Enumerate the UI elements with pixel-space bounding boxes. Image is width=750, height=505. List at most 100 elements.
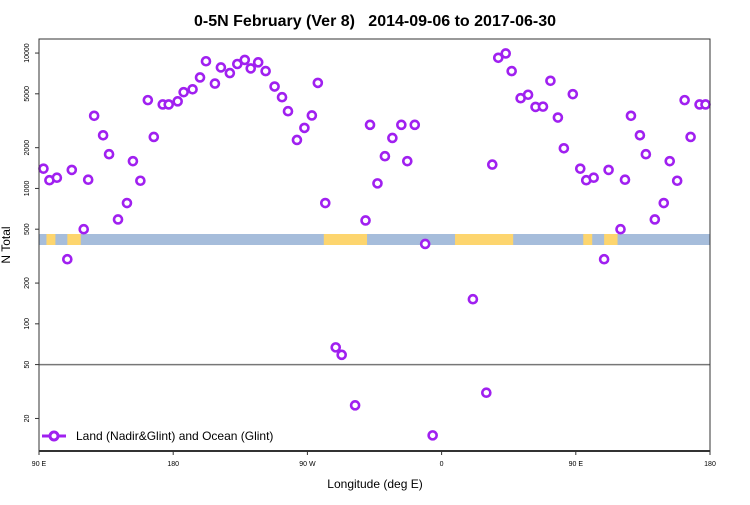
data-point: [467, 293, 479, 305]
data-point: [172, 96, 183, 107]
data-point: [299, 122, 310, 134]
legend-label: Land (Nadir&Glint) and Ocean (Glint): [76, 429, 273, 443]
data-point: [127, 155, 139, 167]
data-point: [486, 159, 498, 170]
data-point: [38, 163, 49, 174]
y-tick-label: 50: [24, 361, 31, 369]
data-point: [537, 101, 549, 112]
data-point: [545, 75, 556, 87]
data-point: [276, 91, 288, 103]
data-point: [396, 119, 407, 131]
data-point: [312, 77, 324, 89]
data-point: [506, 65, 517, 77]
data-point: [402, 155, 413, 167]
y-tick-label: 100: [24, 318, 31, 330]
y-tick-label: 500: [24, 223, 31, 235]
data-point: [349, 400, 361, 411]
legend-marker: [48, 430, 60, 442]
data-point: [574, 163, 586, 174]
y-tick-label: 200: [24, 277, 31, 289]
x-tick-label: 180: [704, 461, 716, 468]
data-point: [291, 134, 303, 146]
data-point: [603, 164, 614, 176]
data-point: [588, 172, 599, 184]
y-tick-label: 10000: [24, 43, 31, 63]
data-point: [492, 52, 504, 64]
data-point: [615, 223, 626, 235]
data-point: [148, 131, 160, 143]
data-point: [112, 214, 124, 225]
data-point: [260, 65, 271, 77]
data-point: [239, 54, 251, 66]
data-point: [97, 129, 109, 141]
data-point: [51, 172, 63, 184]
data-point: [215, 62, 227, 73]
data-point: [522, 89, 534, 101]
x-tick-label: 90 E: [32, 461, 47, 468]
data-point: [163, 99, 175, 110]
data-point: [419, 238, 431, 250]
data-point: [481, 387, 492, 398]
land-segment: [67, 234, 81, 245]
data-point: [625, 110, 637, 122]
x-tick-label: 90 W: [299, 461, 316, 468]
x-tick-label: 90 E: [569, 461, 584, 468]
data-point: [269, 81, 280, 92]
data-point: [619, 174, 631, 186]
data-point: [187, 83, 198, 95]
land-segment: [583, 234, 593, 245]
data-point: [387, 132, 398, 144]
data-point: [360, 215, 371, 226]
data-point: [700, 99, 711, 110]
data-point: [364, 119, 376, 131]
land-segment: [455, 234, 514, 245]
data-point: [500, 48, 512, 59]
y-tick-label: 2000: [24, 140, 31, 156]
data-points: [38, 48, 711, 441]
data-point: [319, 197, 331, 209]
data-point: [252, 57, 264, 68]
data-point: [679, 94, 690, 106]
data-point: [245, 63, 257, 74]
data-point: [135, 175, 146, 187]
land-ocean-strip: [39, 234, 710, 245]
data-point: [66, 164, 78, 176]
data-point: [142, 94, 154, 106]
ocean-strip: [39, 234, 710, 245]
chart-title: 0-5N February (Ver 8) 2014-09-06 to 2017…: [194, 13, 556, 30]
data-point: [62, 253, 73, 265]
y-tick-label: 20: [24, 414, 31, 422]
data-point: [178, 86, 189, 98]
data-point: [664, 155, 676, 167]
legend: Land (Nadir&Glint) and Ocean (Glint): [42, 429, 273, 443]
data-point: [194, 72, 206, 83]
data-point: [88, 110, 100, 122]
x-tick-label: 0: [440, 461, 444, 468]
data-point: [306, 110, 318, 121]
x-tick-label: 180: [167, 461, 179, 468]
data-point: [598, 253, 610, 265]
x-axis-label: Longitude (deg E): [327, 477, 422, 491]
data-point: [558, 142, 570, 154]
data-point: [121, 197, 133, 209]
data-point: [282, 105, 294, 117]
x-axis-ticks: 90 E 180 90 W 0 90 E 180: [32, 451, 716, 468]
land-segment: [604, 234, 618, 245]
data-point: [372, 178, 383, 189]
data-point: [552, 112, 564, 123]
y-axis-label: N Total: [0, 226, 13, 263]
data-point: [224, 67, 236, 79]
data-point: [78, 223, 90, 235]
data-point: [379, 150, 391, 162]
data-point: [336, 349, 347, 361]
data-point: [567, 88, 579, 100]
data-point: [209, 78, 221, 89]
y-tick-label: 5000: [24, 86, 31, 102]
data-point: [640, 148, 652, 160]
y-tick-label: 1000: [24, 181, 31, 197]
data-point: [200, 55, 212, 67]
land-segment: [323, 234, 368, 245]
data-point: [82, 174, 94, 186]
y-axis-ticks: 20 50 100 200 500 1000 2000 5000 10000: [24, 43, 39, 422]
